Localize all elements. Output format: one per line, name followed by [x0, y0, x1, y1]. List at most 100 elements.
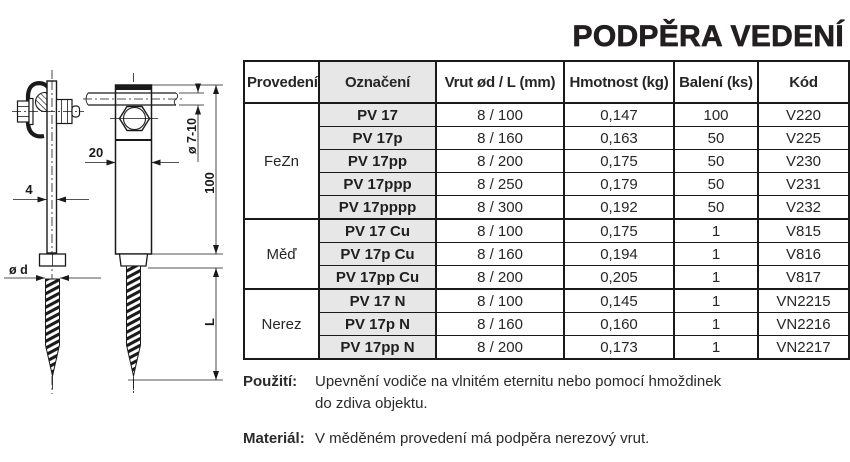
- cell-oznaceni: PV 17p: [318, 126, 437, 150]
- cell-vrut: 8 / 200: [435, 335, 565, 360]
- cell-hmotnost: 0,175: [563, 218, 675, 243]
- cell-kod: V232: [757, 195, 850, 220]
- dim-label-body-width: 20: [89, 145, 103, 160]
- cell-hmotnost: 0,160: [563, 312, 675, 336]
- cell-oznaceni: PV 17: [318, 102, 437, 127]
- cell-oznaceni: PV 17pp: [318, 149, 437, 173]
- cell-vrut: 8 / 200: [435, 149, 565, 173]
- table-row: PV 17p 8 / 160 0,163 50 V225: [244, 126, 850, 150]
- notes-section: Použití: Upevnění vodiče na vlnitém eter…: [243, 371, 843, 450]
- cell-baleni: 1: [673, 288, 759, 313]
- col-header-hmotnost: Hmotnost (kg): [563, 60, 675, 104]
- cell-hmotnost: 0,205: [563, 265, 675, 290]
- cell-baleni: 50: [673, 149, 759, 173]
- dim-label-rod-diameter: ø 7-10: [185, 118, 199, 154]
- cell-vrut: 8 / 200: [435, 265, 565, 290]
- col-header-oznaceni: Označení: [318, 60, 437, 104]
- page-title: PODPĚRA VEDENÍ: [572, 20, 844, 54]
- col-header-baleni: Balení (ks): [673, 60, 759, 104]
- header-row: Provedení Označení Vrut ød / L (mm) Hmot…: [243, 60, 850, 104]
- table-row: FeZn PV 17 8 / 100 0,147 100 V220: [243, 102, 850, 220]
- side-view: 4 ø d: [4, 70, 101, 394]
- group-cell-med: Měď: [243, 218, 320, 290]
- cell-kod: V220: [757, 102, 850, 127]
- cell-baleni: 1: [673, 218, 759, 243]
- cell-baleni: 1: [673, 265, 759, 290]
- cell-hmotnost: 0,145: [563, 288, 675, 313]
- cell-oznaceni: PV 17ppp: [318, 172, 437, 196]
- table-row: PV 17p N 8 / 160 0,160 1 VN2216: [244, 312, 850, 336]
- group-cell-nerez: Nerez: [243, 288, 320, 360]
- cell-baleni: 1: [673, 335, 759, 360]
- cell-baleni: 100: [673, 102, 759, 127]
- cell-vrut: 8 / 160: [435, 312, 565, 336]
- note-label: Použití:: [243, 373, 298, 390]
- cell-baleni: 1: [673, 312, 759, 336]
- table-row: PV 17pp Cu 8 / 200 0,205 1 V817: [244, 265, 850, 290]
- note-label: Materiál:: [243, 430, 305, 447]
- col-header-provedeni: Provedení: [243, 60, 320, 104]
- cell-kod: VN2216: [757, 312, 850, 336]
- cell-kod: VN2215: [757, 288, 850, 313]
- dim-label-bar-thickness: 4: [25, 182, 33, 197]
- cell-kod: V815: [757, 218, 850, 243]
- note-material: Materiál: V měděném provedení má podpěra…: [243, 428, 843, 450]
- cell-oznaceni: PV 17pp N: [318, 335, 437, 360]
- product-table: Provedení Označení Vrut ød / L (mm) Hmot…: [243, 60, 850, 360]
- table-row: PV 17pp 8 / 200 0,175 50 V230: [244, 149, 850, 173]
- cell-baleni: 1: [673, 242, 759, 266]
- note-text: Upevnění vodiče na vlnitém eternitu nebo…: [315, 371, 721, 415]
- screw-thread: [126, 265, 141, 377]
- collar-nut: [118, 253, 149, 267]
- col-header-kod: Kód: [757, 60, 850, 104]
- cell-baleni: 50: [673, 195, 759, 220]
- cell-kod: V817: [757, 265, 850, 290]
- table-row: PV 17ppp 8 / 250 0,179 50 V231: [244, 172, 850, 196]
- cell-hmotnost: 0,179: [563, 172, 675, 196]
- table-row: Měď PV 17 Cu 8 / 100 0,175 1 V815: [243, 218, 850, 290]
- technical-drawing: 4 ø d: [4, 70, 223, 394]
- dim-label-screw-diameter: ø d: [9, 263, 28, 277]
- note-line: V měděném provedení má podpěra nerezový …: [315, 430, 650, 447]
- note-pouziti: Použití: Upevnění vodiče na vlnitém eter…: [243, 371, 843, 415]
- cell-hmotnost: 0,175: [563, 149, 675, 173]
- cell-kod: VN2217: [757, 335, 850, 360]
- cell-oznaceni: PV 17p N: [318, 312, 437, 336]
- body-top-cap: [115, 85, 152, 90]
- cell-vrut: 8 / 100: [435, 102, 565, 127]
- dim-label-body-height: 100: [202, 172, 217, 194]
- cell-oznaceni: PV 17pppp: [318, 195, 437, 220]
- cell-baleni: 50: [673, 172, 759, 196]
- cell-oznaceni: PV 17 Cu: [318, 218, 437, 243]
- cell-hmotnost: 0,147: [563, 102, 675, 127]
- table-row: Nerez PV 17 N 8 / 100 0,145 1 VN2215: [243, 288, 850, 360]
- table-row: PV 17pp N 8 / 200 0,173 1 VN2217: [244, 335, 850, 360]
- cell-vrut: 8 / 160: [435, 242, 565, 266]
- cell-hmotnost: 0,173: [563, 335, 675, 360]
- note-text: V měděném provedení má podpěra nerezový …: [315, 428, 649, 450]
- cell-vrut: 8 / 300: [435, 195, 565, 220]
- cell-oznaceni: PV 17 N: [318, 288, 437, 313]
- cell-baleni: 50: [673, 126, 759, 150]
- table-row: PV 17p Cu 8 / 160 0,194 1 V816: [244, 242, 850, 266]
- cell-kod: V816: [757, 242, 850, 266]
- cell-oznaceni: PV 17p Cu: [318, 242, 437, 266]
- note-line: Upevnění vodiče na vlnitém eternitu nebo…: [315, 373, 722, 390]
- cell-hmotnost: 0,194: [563, 242, 675, 266]
- cell-vrut: 8 / 250: [435, 172, 565, 196]
- note-line: do zdiva objektu.: [315, 395, 428, 412]
- cell-vrut: 8 / 100: [435, 218, 565, 243]
- screw-thread: [45, 278, 60, 377]
- cell-hmotnost: 0,192: [563, 195, 675, 220]
- col-header-vrut: Vrut ød / L (mm): [435, 60, 565, 104]
- table-row: PV 17pppp 8 / 300 0,192 50 V232: [244, 195, 850, 220]
- cell-vrut: 8 / 160: [435, 126, 565, 150]
- cell-hmotnost: 0,163: [563, 126, 675, 150]
- dim-label-screw-length: L: [202, 318, 217, 326]
- group-cell-fezn: FeZn: [243, 102, 320, 220]
- cell-oznaceni: PV 17pp Cu: [318, 265, 437, 290]
- cell-kod: V231: [757, 172, 850, 196]
- cell-vrut: 8 / 100: [435, 288, 565, 313]
- cell-kod: V230: [757, 149, 850, 173]
